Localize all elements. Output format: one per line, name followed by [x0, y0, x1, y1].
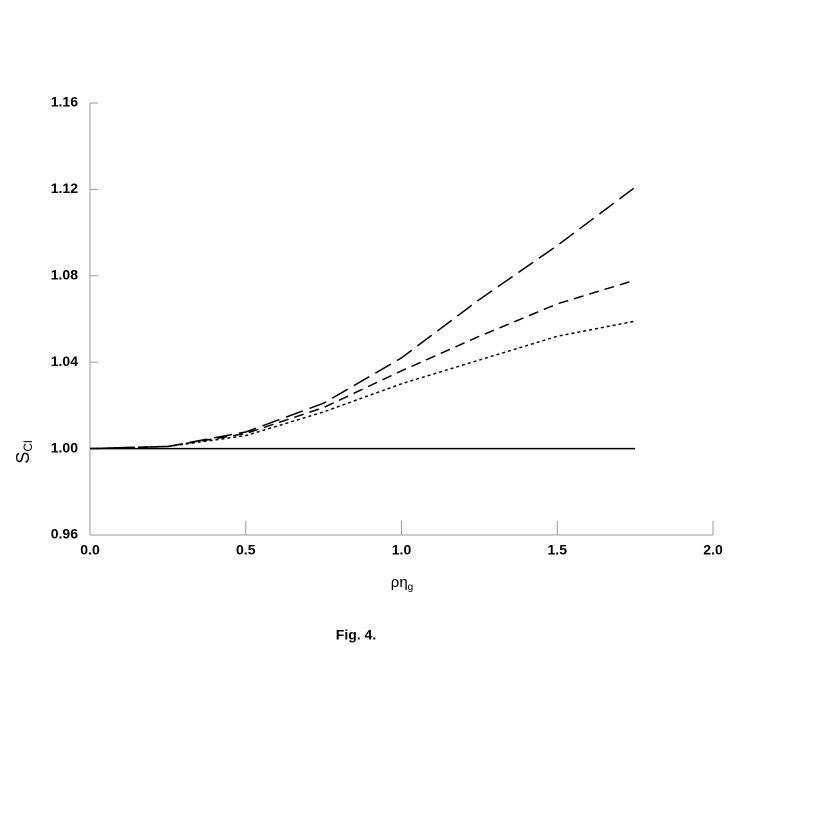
y-axis-label-main: S	[13, 452, 33, 464]
x-tick-label: 1.5	[548, 542, 568, 558]
x-tick-label: 0.0	[80, 542, 100, 558]
caption: Fig. 4.	[336, 627, 376, 643]
y-tick-label: 1.08	[51, 267, 78, 283]
x-axis-label-sub: g	[408, 582, 414, 593]
x-tick-label: 1.0	[392, 542, 412, 558]
y-tick-label: 0.96	[51, 526, 78, 542]
series-line	[89, 320, 636, 450]
y-tick-label: 1.04	[51, 353, 78, 369]
y-axis-label: SCl	[13, 440, 35, 463]
series-line	[89, 186, 636, 450]
y-tick-label: 1.16	[51, 94, 78, 110]
x-axis-label: ρηg	[391, 574, 413, 593]
x-tick-label: 0.5	[236, 542, 256, 558]
y-tick-label: 1.12	[51, 180, 78, 196]
series-line	[89, 279, 636, 450]
y-tick-label: 1.00	[51, 439, 78, 455]
x-tick-label: 2.0	[703, 542, 723, 558]
x-axis-label-main: ρη	[391, 574, 408, 591]
y-axis-label-sub: Cl	[21, 440, 35, 451]
